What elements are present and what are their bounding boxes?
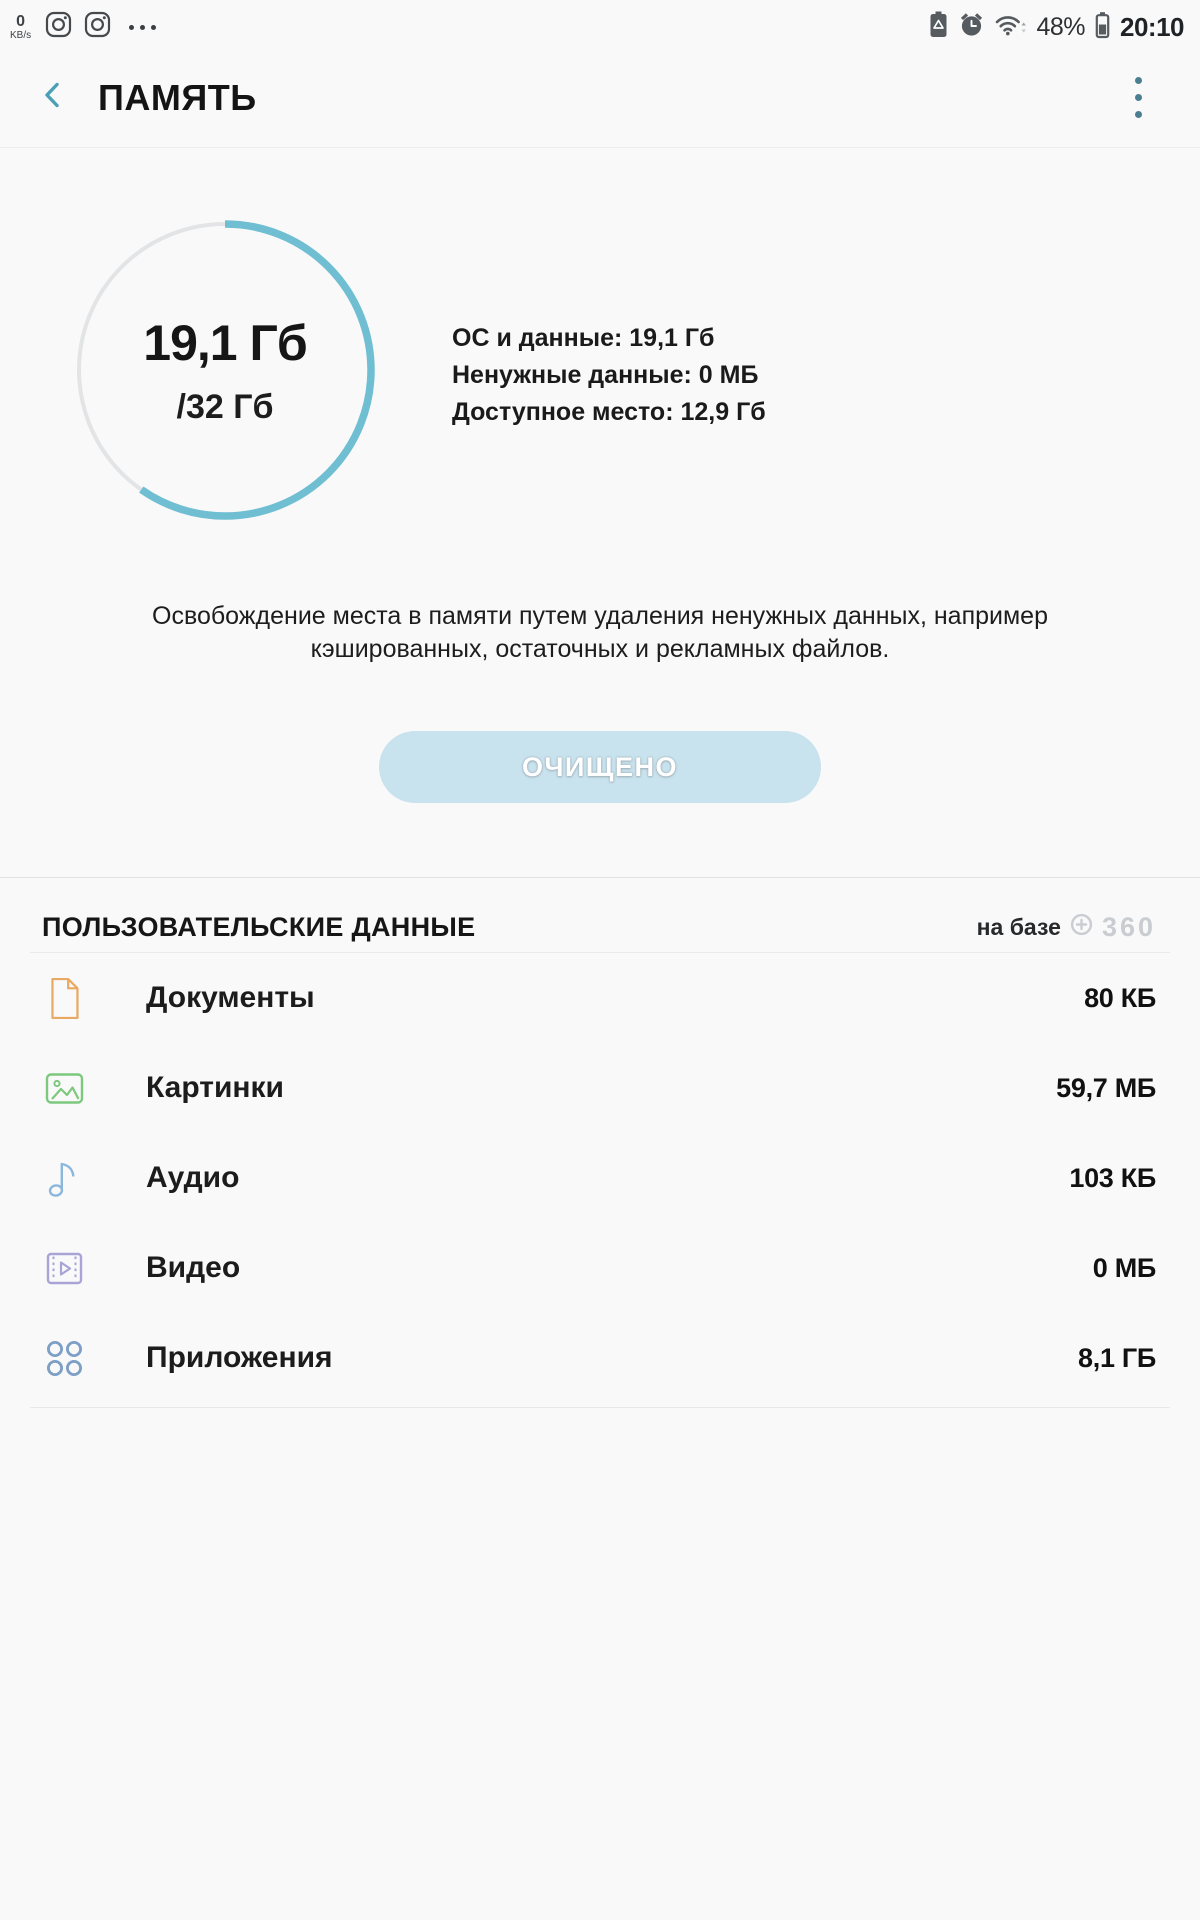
app-bar: ПАМЯТЬ	[0, 48, 1200, 148]
list-item-video[interactable]: Видео 0 МБ	[0, 1223, 1200, 1313]
list-item-label: Приложения	[146, 1341, 333, 1374]
network-speed-indicator: 0 KB/s	[10, 12, 32, 41]
back-button[interactable]	[36, 81, 70, 115]
os-and-data-line: ОС и данные: 19,1 Гб	[452, 324, 715, 352]
list-item-value: 0 МБ	[1092, 1252, 1157, 1283]
clock-label: 20:10	[1120, 11, 1185, 42]
chevron-left-icon	[39, 81, 67, 114]
overflow-menu-button[interactable]	[1129, 71, 1148, 124]
list-end-divider	[30, 1407, 1170, 1408]
apps-icon	[42, 1338, 86, 1379]
junk-data-line: Ненужные данные: 0 МБ	[452, 361, 759, 389]
list-item-value: 80 КБ	[1084, 982, 1156, 1013]
powered-by-label: на базе	[976, 913, 1061, 940]
instagram-notification-icon	[84, 11, 111, 43]
list-item-value: 59,7 МБ	[1056, 1072, 1156, 1103]
status-bar: 0 KB/s	[0, 0, 1200, 48]
battery-icon	[1094, 11, 1111, 44]
storage-usage-ring: 19,1 Гб /32 Гб	[73, 218, 377, 522]
battery-saver-icon	[928, 10, 949, 44]
list-item-value: 8,1 ГБ	[1078, 1342, 1156, 1373]
list-item-label: Видео	[146, 1251, 241, 1284]
brand-label: 360	[1101, 911, 1156, 942]
list-item-audio[interactable]: Аудио 103 КБ	[0, 1133, 1200, 1223]
storage-used-label: 19,1 Гб	[143, 314, 307, 371]
list-item-apps[interactable]: Приложения 8,1 ГБ	[0, 1313, 1200, 1403]
document-icon	[42, 976, 86, 1021]
network-speed-unit: KB/s	[10, 29, 32, 41]
powered-by-badge: на базе 360	[977, 912, 1156, 943]
video-icon	[42, 1248, 86, 1289]
list-item-pictures[interactable]: Картинки 59,7 МБ	[0, 1043, 1200, 1133]
instagram-notification-icon	[45, 11, 72, 43]
list-item-documents[interactable]: Документы 80 КБ	[0, 953, 1200, 1043]
section-divider	[0, 877, 1200, 878]
section-title: ПОЛЬЗОВАТЕЛЬСКИЕ ДАННЫЕ	[42, 911, 476, 942]
list-item-value: 103 КБ	[1069, 1162, 1156, 1193]
360-logo-icon	[1070, 913, 1093, 941]
page-title: ПАМЯТЬ	[98, 76, 257, 118]
wifi-icon	[994, 12, 1027, 43]
user-data-section-header: ПОЛЬЗОВАТЕЛЬСКИЕ ДАННЫЕ на базе 360	[42, 903, 1156, 951]
music-note-icon	[42, 1156, 86, 1200]
storage-arc-progress	[75, 220, 375, 520]
list-divider	[30, 952, 1170, 953]
storage-description: Освобождение места в памяти путем удален…	[152, 602, 1048, 663]
list-item-label: Картинки	[146, 1071, 285, 1104]
user-data-list: Документы 80 КБ Картинки 59,7 МБ Аудио 1…	[0, 953, 1200, 1403]
storage-details: ОС и данные: 19,1 Гб Ненужные данные: 0 …	[452, 320, 766, 431]
image-icon	[42, 1068, 86, 1109]
storage-total-label: /32 Гб	[176, 387, 274, 426]
list-item-label: Аудио	[146, 1161, 240, 1194]
clean-button[interactable]: ОЧИЩЕНО	[379, 731, 821, 803]
network-speed-value: 0	[16, 12, 26, 30]
alarm-icon	[958, 11, 985, 43]
battery-percent-label: 48%	[1036, 12, 1085, 41]
available-space-line: Доступное место: 12,9 Гб	[452, 398, 766, 426]
more-notifications-icon	[129, 24, 157, 30]
list-item-label: Документы	[146, 981, 315, 1014]
